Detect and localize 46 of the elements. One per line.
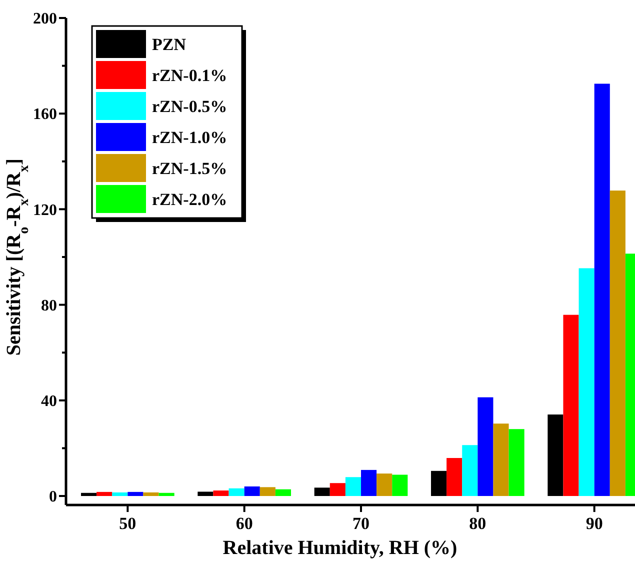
bar (493, 424, 509, 496)
legend-label: rZN-1.0% (152, 128, 228, 147)
y-tick-label: 40 (41, 393, 57, 410)
x-tick-label: 80 (469, 514, 486, 533)
bar (275, 489, 291, 496)
bar (314, 488, 330, 496)
bar (548, 414, 564, 496)
bar (260, 487, 276, 496)
bar (508, 429, 524, 496)
bar (96, 492, 112, 496)
bar (563, 314, 579, 496)
x-tick-label: 60 (236, 514, 253, 533)
bar (158, 492, 174, 496)
bar (244, 486, 260, 496)
bar (81, 492, 97, 496)
bar (345, 477, 361, 496)
bar (594, 84, 610, 496)
bar (361, 470, 377, 496)
bar (462, 445, 478, 496)
legend-label: rZN-2.0% (152, 190, 228, 209)
y-tick-label: 160 (33, 106, 57, 124)
bar (431, 470, 447, 496)
legend-label: rZN-0.1% (152, 66, 228, 85)
bar (478, 397, 494, 496)
bar (330, 483, 346, 496)
legend-label: PZN (152, 34, 187, 54)
bar (446, 458, 462, 496)
bar (112, 492, 128, 496)
bar (578, 268, 594, 496)
x-tick-label: 70 (352, 514, 370, 533)
bar (213, 490, 229, 496)
y-tick-label: 0 (49, 488, 57, 506)
legend-label: rZN-0.5% (152, 96, 228, 116)
bar (376, 474, 392, 496)
bar (128, 492, 144, 496)
y-tick-label: 120 (33, 202, 57, 219)
y-tick-label: 200 (33, 10, 57, 28)
legend-label: rZN-1.5% (152, 158, 228, 178)
bar (228, 488, 244, 496)
bar (392, 474, 408, 496)
y-tick-label: 80 (41, 297, 57, 314)
bar (198, 492, 214, 496)
x-axis-title: Relative Humidity, RH (%) (222, 537, 458, 559)
bar (143, 492, 159, 496)
x-tick-label: 50 (119, 514, 136, 533)
x-tick-label: 90 (586, 514, 603, 533)
